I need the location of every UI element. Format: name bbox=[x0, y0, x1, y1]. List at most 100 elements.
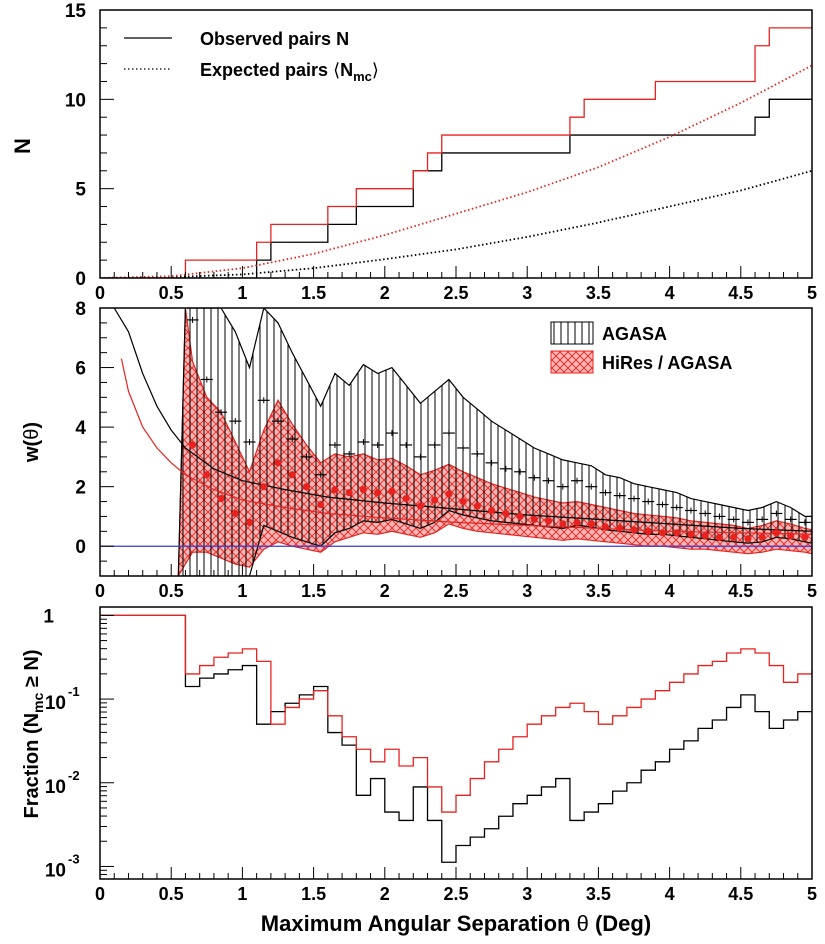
bottom-x-axis-prefix: Maximum Angular Separation bbox=[261, 911, 577, 936]
hires-point bbox=[630, 526, 638, 534]
middle-y-axis-label: w(θ) bbox=[21, 422, 43, 463]
middle-x-tick-label: 1 bbox=[237, 581, 247, 601]
top-plot-frame bbox=[99, 9, 813, 279]
top-series-black-dotted bbox=[100, 169, 812, 278]
bottom-series-red bbox=[100, 614, 812, 813]
hires-point bbox=[616, 524, 624, 532]
middle-x-tick-label: 4.5 bbox=[728, 581, 753, 601]
top-x-tick-label: 1 bbox=[237, 283, 247, 303]
top-series-red-dotted bbox=[100, 64, 812, 278]
bottom-x-tick-label: 3.5 bbox=[586, 884, 611, 904]
middle-x-tick-label: 2 bbox=[380, 581, 390, 601]
hires-point bbox=[345, 489, 353, 497]
bottom-x-tick-label: 3 bbox=[522, 884, 532, 904]
hires-point bbox=[730, 533, 738, 541]
hires-point bbox=[559, 520, 567, 528]
top-x-tick-label: 3.5 bbox=[586, 283, 611, 303]
bottom-y-tick-label: 10 bbox=[45, 860, 66, 881]
hires-point bbox=[245, 518, 254, 527]
top-x-tick-label: 5 bbox=[807, 283, 817, 303]
top-x-tick-label: 1.5 bbox=[301, 283, 326, 303]
hires-point bbox=[644, 527, 652, 535]
top-x-tick-label: 2 bbox=[380, 283, 390, 303]
legend-expected-label: Expected pairs ⟨Nmc⟩ bbox=[200, 60, 379, 84]
top-series-black-step bbox=[100, 98, 812, 278]
hires-point bbox=[544, 517, 553, 525]
bottom-x-tick-label: 2.5 bbox=[443, 884, 468, 904]
top-y-tick-label: 15 bbox=[65, 1, 87, 22]
bottom-series bbox=[100, 614, 812, 863]
top-x-tick-label: 0 bbox=[95, 283, 105, 303]
hires-point bbox=[188, 441, 197, 449]
top-ticks: 0 0.5 1 1.5 2 2.5 3 3.5 4 4.5 5 0 5 10 15 bbox=[65, 1, 817, 303]
hires-point bbox=[587, 520, 595, 528]
hires-point bbox=[431, 496, 439, 504]
top-y-tick-label: 0 bbox=[75, 269, 86, 290]
middle-series bbox=[100, 308, 812, 576]
hires-point bbox=[701, 532, 709, 540]
middle-x-tick-label: 3 bbox=[522, 581, 532, 601]
middle-y-tick-label: 4 bbox=[75, 418, 86, 439]
middle-x-tick-label: 3.5 bbox=[586, 581, 611, 601]
bottom-series-black bbox=[100, 614, 812, 863]
legend-agasa-label: AGASA bbox=[602, 324, 667, 344]
middle-x-tick-label: 4 bbox=[665, 581, 675, 601]
legend-expected-sub: mc bbox=[353, 69, 372, 84]
legend-hires-label: HiRes / AGASA bbox=[602, 353, 732, 373]
top-series-red-step bbox=[100, 27, 812, 278]
middle-x-tick-label: 0 bbox=[95, 581, 105, 601]
hires-point bbox=[402, 494, 410, 503]
top-y-tick-label: 10 bbox=[65, 90, 86, 111]
black-curve bbox=[113, 308, 812, 532]
bottom-y-tick-label: 1 bbox=[43, 606, 54, 627]
middle-ticks: 0 0.5 1 1.5 2 2.5 3 3.5 4 4.5 5 0 2 4 6 8 bbox=[75, 299, 817, 601]
middle-legend: AGASA HiRes / AGASA bbox=[550, 321, 732, 374]
bottom-x-tick-label: 0 bbox=[95, 884, 105, 904]
top-x-tick-label: 2.5 bbox=[443, 283, 468, 303]
middle-x-tick-label: 0.5 bbox=[159, 581, 184, 601]
hires-point bbox=[231, 509, 239, 518]
bottom-x-tick-label: 2 bbox=[380, 884, 390, 904]
hires-point bbox=[601, 523, 610, 531]
hires-point bbox=[274, 459, 282, 467]
hires-point bbox=[758, 533, 766, 541]
hires-point bbox=[488, 506, 496, 515]
middle-y-tick-label: 6 bbox=[75, 359, 86, 380]
middle-y-tick-label: 0 bbox=[75, 537, 86, 558]
hires-point bbox=[359, 486, 368, 494]
legend-expected-prefix: Expected pairs bbox=[200, 60, 333, 80]
middle-x-tick-label: 1.5 bbox=[301, 581, 326, 601]
hires-point bbox=[459, 497, 467, 506]
hires-point bbox=[530, 515, 538, 524]
hires-point bbox=[516, 512, 524, 521]
legend-hires-swatch bbox=[550, 350, 594, 374]
bottom-x-tick-label: 0.5 bbox=[159, 884, 184, 904]
middle-y-tick-label: 8 bbox=[75, 299, 86, 320]
bottom-x-axis-theta: θ bbox=[577, 911, 589, 936]
bottom-x-tick-label: 1.5 bbox=[301, 884, 326, 904]
hires-point bbox=[744, 535, 752, 543]
bottom-y-axis-prefix: Fraction (N bbox=[21, 713, 43, 819]
middle-panel: 0 0.5 1 1.5 2 2.5 3 3.5 4 4.5 5 0 2 4 6 8 w(θ) AGASA Hi… bbox=[21, 299, 817, 601]
bottom-y-tick-exponent: -1 bbox=[68, 684, 80, 699]
middle-x-tick-label: 2.5 bbox=[443, 581, 468, 601]
hires-point bbox=[203, 471, 211, 479]
bottom-x-tick-label: 5 bbox=[807, 884, 817, 904]
legend-observed-label: Observed pairs N bbox=[200, 29, 349, 49]
hires-point bbox=[687, 530, 695, 538]
hires-point bbox=[374, 489, 382, 497]
hires-point bbox=[388, 487, 396, 495]
bottom-x-axis-suffix: (Deg) bbox=[589, 911, 651, 936]
middle-y-axis-theta: θ bbox=[21, 429, 43, 440]
hires-point bbox=[673, 529, 681, 537]
bottom-y-axis-sub: mc bbox=[30, 692, 46, 712]
middle-x-tick-label: 5 bbox=[807, 581, 817, 601]
bottom-y-tick-label: 10 bbox=[45, 777, 66, 798]
top-panel: 0 0.5 1 1.5 2 2.5 3 3.5 4 4.5 5 0 5 10 15 N Observed p… bbox=[10, 1, 817, 303]
hires-point bbox=[801, 533, 809, 541]
bottom-y-tick-exponent: -3 bbox=[68, 851, 80, 866]
top-x-tick-label: 4.5 bbox=[728, 283, 753, 303]
bottom-x-axis-label: Maximum Angular Separation θ (Deg) bbox=[261, 911, 651, 936]
bottom-y-axis-label: Fraction (Nmc ≥ N) bbox=[21, 650, 46, 819]
